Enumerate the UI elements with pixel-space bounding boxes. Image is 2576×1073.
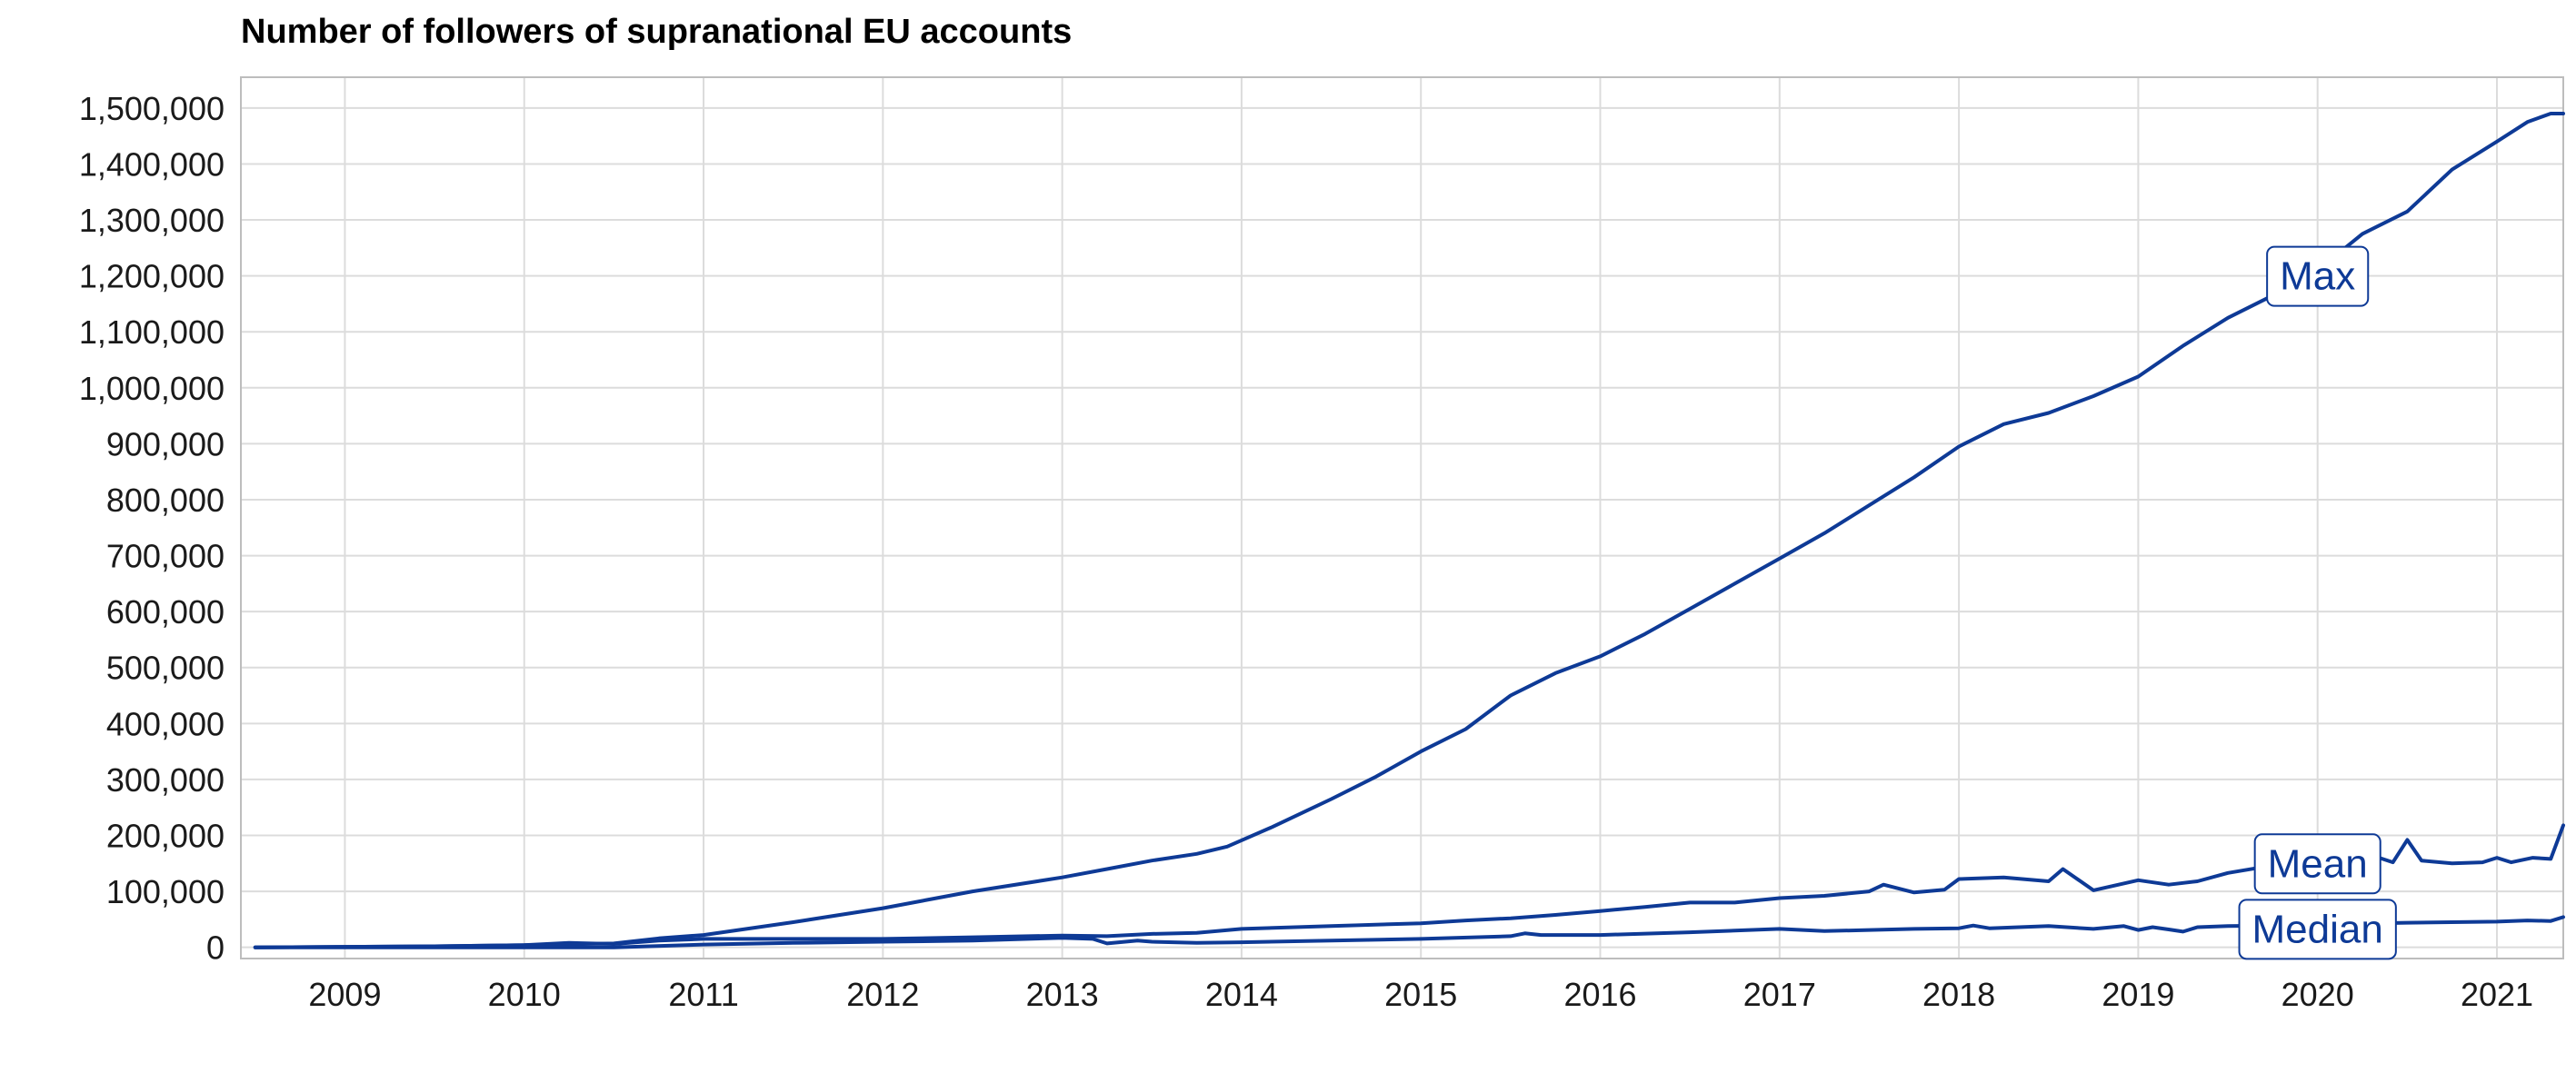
series-label-box	[2238, 899, 2397, 960]
y-tick-label: 200,000	[106, 818, 225, 855]
series-line-max	[253, 112, 2565, 949]
x-tick-label: 2010	[488, 976, 561, 1013]
x-tick-label: 2015	[1384, 976, 1457, 1013]
y-tick-label: 800,000	[106, 482, 225, 519]
x-tick-label: 2017	[1743, 976, 1816, 1013]
x-tick-label: 2021	[2461, 976, 2533, 1013]
y-tick-label: 300,000	[106, 761, 225, 799]
x-tick-label: 2019	[2102, 976, 2174, 1013]
series-label-median: Median	[2238, 899, 2397, 960]
series-label-max: Max	[2266, 245, 2370, 307]
x-tick-label: 2018	[1922, 976, 1995, 1013]
y-tick-label: 0	[206, 929, 225, 967]
y-tick-label: 700,000	[106, 538, 225, 575]
series-label-box	[2266, 245, 2370, 307]
x-tick-label: 2020	[2281, 976, 2354, 1013]
y-axis-ticks: 0 100,000 200,000 300,000 400,000 500,000 600,…	[79, 90, 225, 967]
y-tick-label: 900,000	[106, 425, 225, 462]
x-tick-label: 2016	[1563, 976, 1636, 1013]
y-tick-label: 1,400,000	[79, 145, 225, 183]
plot-frame	[240, 76, 2564, 959]
y-tick-label: 100,000	[106, 873, 225, 910]
grid-lines	[241, 77, 2563, 959]
x-tick-label: 2011	[668, 976, 738, 1013]
series-label-box	[2253, 833, 2381, 895]
y-tick-label: 1,100,000	[79, 313, 225, 351]
y-tick-label: 400,000	[106, 705, 225, 742]
x-tick-label: 2012	[846, 976, 919, 1013]
series-line-median	[253, 915, 2565, 949]
chart-title: Number of followers of supranational EU …	[241, 13, 1073, 51]
x-tick-label: 2014	[1205, 976, 1278, 1013]
y-tick-label: 1,300,000	[79, 202, 225, 239]
y-tick-label: 600,000	[106, 593, 225, 631]
series-label-mean: Mean	[2253, 833, 2381, 895]
x-axis-ticks: 2009 2010 2011 2012 2013 2014 2015 2016 2017 2018…	[308, 976, 2533, 1013]
y-tick-label: 1,500,000	[79, 90, 225, 127]
series-label-text: Median	[2252, 907, 2383, 951]
x-tick-label: 2009	[308, 976, 381, 1013]
x-tick-label: 2013	[1026, 976, 1099, 1013]
y-tick-label: 1,200,000	[79, 258, 225, 295]
series-labels: Max Mean Median	[2238, 245, 2397, 960]
series-label-text: Mean	[2268, 841, 2368, 886]
y-tick-label: 500,000	[106, 650, 225, 687]
y-tick-label: 1,000,000	[79, 370, 225, 407]
series-lines	[253, 112, 2565, 949]
series-label-text: Max	[2280, 254, 2355, 299]
series-line-mean	[253, 823, 2565, 949]
